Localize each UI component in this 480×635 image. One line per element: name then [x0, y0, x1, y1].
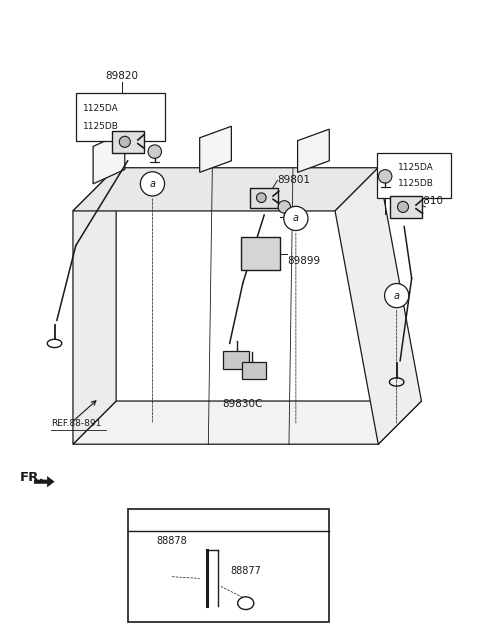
Circle shape [284, 206, 308, 231]
FancyBboxPatch shape [390, 196, 422, 218]
FancyBboxPatch shape [241, 237, 280, 271]
Circle shape [278, 201, 290, 213]
FancyBboxPatch shape [242, 363, 266, 379]
Text: 88877: 88877 [230, 566, 261, 576]
Circle shape [148, 145, 161, 158]
Polygon shape [200, 126, 231, 172]
Circle shape [140, 172, 165, 196]
Polygon shape [73, 401, 421, 444]
Polygon shape [73, 168, 116, 444]
Text: a: a [394, 291, 400, 300]
Text: 1125DB: 1125DB [398, 179, 434, 189]
FancyBboxPatch shape [376, 153, 451, 198]
Text: REF.88-891: REF.88-891 [51, 419, 101, 428]
Circle shape [155, 568, 172, 585]
Text: a: a [210, 574, 215, 583]
FancyBboxPatch shape [250, 188, 278, 208]
Polygon shape [335, 168, 421, 444]
Text: a: a [149, 179, 156, 189]
Text: 89801: 89801 [277, 175, 311, 185]
Text: FR.: FR. [20, 471, 45, 484]
Text: a: a [141, 516, 146, 525]
Text: 1125DA: 1125DA [83, 105, 119, 114]
Circle shape [134, 511, 153, 530]
Text: 88878: 88878 [156, 536, 187, 546]
Polygon shape [93, 132, 125, 184]
Text: 89810: 89810 [410, 196, 443, 206]
Text: 89899: 89899 [287, 256, 320, 266]
Circle shape [119, 137, 131, 147]
Polygon shape [73, 168, 378, 211]
Circle shape [205, 571, 220, 586]
Circle shape [256, 193, 266, 203]
Polygon shape [298, 129, 329, 172]
Circle shape [378, 170, 392, 183]
FancyBboxPatch shape [76, 93, 165, 141]
FancyBboxPatch shape [128, 509, 329, 622]
FancyBboxPatch shape [112, 131, 144, 153]
Text: 89820: 89820 [106, 71, 138, 81]
Text: 1125DA: 1125DA [398, 163, 434, 172]
FancyBboxPatch shape [223, 351, 249, 370]
Circle shape [384, 283, 409, 308]
Text: a: a [293, 213, 299, 224]
Text: 1125DB: 1125DB [83, 122, 119, 131]
Circle shape [397, 201, 408, 213]
Text: 89830C: 89830C [223, 399, 263, 409]
